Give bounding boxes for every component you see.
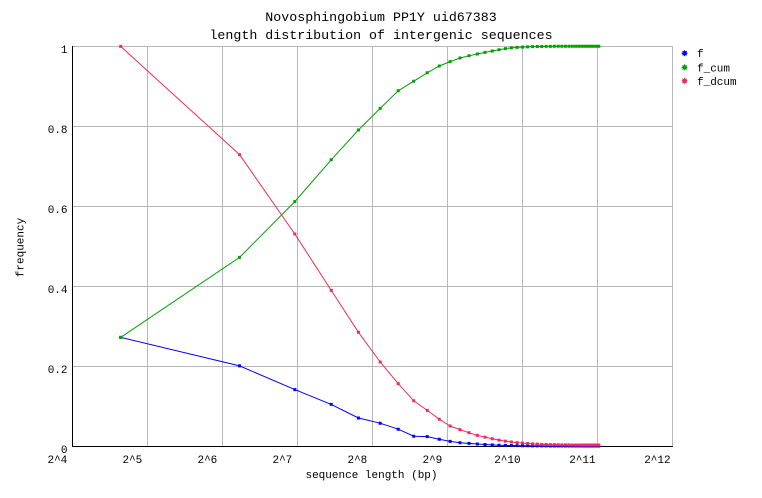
svg-text:frequency: frequency [16,217,28,277]
svg-text:2^8: 2^8 [347,455,367,467]
svg-text:0.8: 0.8 [48,125,68,137]
svg-text:2^12: 2^12 [644,455,670,467]
svg-text:2^9: 2^9 [422,455,442,467]
svg-text:2^10: 2^10 [494,455,520,467]
svg-text:Novosphingobium PP1Y uid67383: Novosphingobium PP1Y uid67383 [265,10,496,25]
svg-text:f_dcum: f_dcum [697,77,737,89]
svg-text:0.2: 0.2 [48,365,68,377]
svg-text:2^7: 2^7 [272,455,292,467]
svg-text:sequence length (bp): sequence length (bp) [305,470,437,482]
svg-text:f: f [697,49,704,61]
svg-text:length distribution of interge: length distribution of intergenic sequen… [209,28,552,43]
svg-text:0.4: 0.4 [48,285,68,297]
svg-text:0.6: 0.6 [48,205,68,217]
svg-text:f_cum: f_cum [697,63,730,75]
svg-text:2^5: 2^5 [122,455,142,467]
svg-text:2^4: 2^4 [47,455,67,467]
svg-text:1: 1 [61,45,68,57]
svg-text:2^6: 2^6 [197,455,217,467]
svg-text:0: 0 [61,445,68,457]
svg-text:2^11: 2^11 [569,455,596,467]
